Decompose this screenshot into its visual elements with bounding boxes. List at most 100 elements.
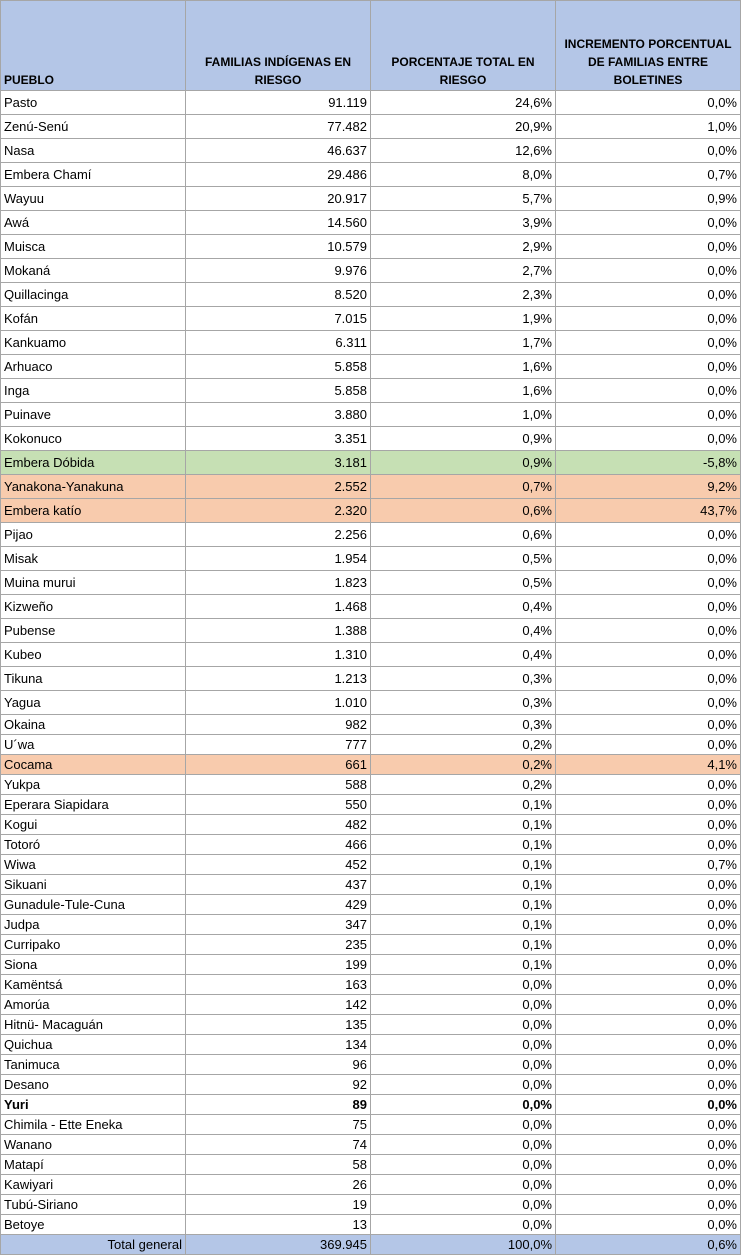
cell-porcentaje: 1,6% <box>370 378 556 403</box>
cell-pueblo: Sikuani <box>0 874 186 895</box>
cell-incremento: 0,0% <box>555 1034 741 1055</box>
cell-familias: 8.520 <box>185 282 371 307</box>
cell-familias: 26 <box>185 1174 371 1195</box>
cell-pueblo: Kawiyari <box>0 1174 186 1195</box>
cell-incremento: 4,1% <box>555 754 741 775</box>
cell-incremento: 0,0% <box>555 378 741 403</box>
cell-porcentaje: 0,1% <box>370 814 556 835</box>
cell-porcentaje: 0,0% <box>370 1154 556 1175</box>
table-row: Wayuu 20.917 5,7% 0,9% <box>0 186 741 211</box>
cell-pueblo: Okaina <box>0 714 186 735</box>
cell-porcentaje: 2,7% <box>370 258 556 283</box>
table-row: Embera Dóbida 3.181 0,9% -5,8% <box>0 450 741 475</box>
cell-incremento: 0,0% <box>555 794 741 815</box>
cell-pueblo: Tikuna <box>0 666 186 691</box>
cell-porcentaje: 0,1% <box>370 794 556 815</box>
cell-pueblo: Amorúa <box>0 994 186 1015</box>
cell-familias: 14.560 <box>185 210 371 235</box>
table-row: Mokaná 9.976 2,7% 0,0% <box>0 258 741 283</box>
table-row: Eperara Siapidara 550 0,1% 0,0% <box>0 794 741 815</box>
cell-incremento: 0,0% <box>555 1094 741 1115</box>
cell-porcentaje: 0,5% <box>370 570 556 595</box>
table-row: Yanakona-Yanakuna 2.552 0,7% 9,2% <box>0 474 741 499</box>
cell-pueblo: U´wa <box>0 734 186 755</box>
cell-porcentaje: 0,1% <box>370 834 556 855</box>
cell-incremento: 0,0% <box>555 330 741 355</box>
table-row: Pasto 91.119 24,6% 0,0% <box>0 90 741 115</box>
cell-incremento: 0,0% <box>555 618 741 643</box>
table-row: Desano 92 0,0% 0,0% <box>0 1074 741 1095</box>
table-row: Tikuna 1.213 0,3% 0,0% <box>0 666 741 691</box>
cell-porcentaje: 0,0% <box>370 1194 556 1215</box>
cell-familias: 452 <box>185 854 371 875</box>
cell-porcentaje: 0,4% <box>370 594 556 619</box>
cell-incremento: 0,0% <box>555 1154 741 1175</box>
header-porcentaje: PORCENTAJE TOTAL EN RIESGO <box>370 0 556 91</box>
cell-porcentaje: 0,4% <box>370 618 556 643</box>
cell-incremento: 0,0% <box>555 1054 741 1075</box>
table-row: Embera katío 2.320 0,6% 43,7% <box>0 498 741 523</box>
table-row: Muisca 10.579 2,9% 0,0% <box>0 234 741 259</box>
table-row: Curripako 235 0,1% 0,0% <box>0 934 741 955</box>
cell-familias: 982 <box>185 714 371 735</box>
cell-pueblo: Curripako <box>0 934 186 955</box>
cell-incremento: 0,0% <box>555 354 741 379</box>
cell-incremento: 0,0% <box>555 570 741 595</box>
cell-familias: 5.858 <box>185 378 371 403</box>
cell-pueblo: Muisca <box>0 234 186 259</box>
cell-pueblo: Gunadule-Tule-Cuna <box>0 894 186 915</box>
cell-porcentaje: 0,5% <box>370 546 556 571</box>
cell-familias: 3.351 <box>185 426 371 451</box>
cell-porcentaje: 0,1% <box>370 954 556 975</box>
cell-incremento: 0,0% <box>555 402 741 427</box>
table-row: Kokonuco 3.351 0,9% 0,0% <box>0 426 741 451</box>
table-row: Hitnü- Macaguán 135 0,0% 0,0% <box>0 1014 741 1035</box>
cell-incremento: 0,0% <box>555 814 741 835</box>
cell-familias: 661 <box>185 754 371 775</box>
cell-porcentaje: 0,0% <box>370 1034 556 1055</box>
cell-porcentaje: 0,2% <box>370 754 556 775</box>
cell-familias: 91.119 <box>185 90 371 115</box>
cell-familias: 1.954 <box>185 546 371 571</box>
cell-incremento: 0,0% <box>555 522 741 547</box>
cell-pueblo: Yukpa <box>0 774 186 795</box>
cell-porcentaje: 8,0% <box>370 162 556 187</box>
cell-familias: 96 <box>185 1054 371 1075</box>
cell-familias: 466 <box>185 834 371 855</box>
cell-familias: 46.637 <box>185 138 371 163</box>
table-row: Zenú-Senú 77.482 20,9% 1,0% <box>0 114 741 139</box>
cell-pueblo: Yanakona-Yanakuna <box>0 474 186 499</box>
cell-familias: 75 <box>185 1114 371 1135</box>
table-row: Puinave 3.880 1,0% 0,0% <box>0 402 741 427</box>
cell-porcentaje: 1,0% <box>370 402 556 427</box>
table-row: Kizweño 1.468 0,4% 0,0% <box>0 594 741 619</box>
cell-incremento: 0,0% <box>555 734 741 755</box>
cell-incremento: 0,0% <box>555 1114 741 1135</box>
cell-incremento: 0,0% <box>555 594 741 619</box>
cell-pueblo: Matapí <box>0 1154 186 1175</box>
cell-familias: 235 <box>185 934 371 955</box>
table-row: Totoró 466 0,1% 0,0% <box>0 834 741 855</box>
cell-incremento: 0,0% <box>555 138 741 163</box>
cell-incremento: 43,7% <box>555 498 741 523</box>
cell-pueblo: Muina murui <box>0 570 186 595</box>
cell-incremento: 0,7% <box>555 854 741 875</box>
cell-incremento: 0,0% <box>555 894 741 915</box>
cell-porcentaje: 2,3% <box>370 282 556 307</box>
table-row: Yagua 1.010 0,3% 0,0% <box>0 690 741 715</box>
cell-pueblo: Kokonuco <box>0 426 186 451</box>
cell-pueblo: Yuri <box>0 1094 186 1115</box>
total-incremento: 0,6% <box>555 1234 741 1255</box>
cell-pueblo: Kankuamo <box>0 330 186 355</box>
cell-pueblo: Quillacinga <box>0 282 186 307</box>
cell-incremento: 0,0% <box>555 1014 741 1035</box>
table-row: Misak 1.954 0,5% 0,0% <box>0 546 741 571</box>
cell-incremento: 0,0% <box>555 282 741 307</box>
cell-pueblo: Yagua <box>0 690 186 715</box>
cell-porcentaje: 24,6% <box>370 90 556 115</box>
cell-pueblo: Embera katío <box>0 498 186 523</box>
cell-porcentaje: 0,0% <box>370 1074 556 1095</box>
cell-porcentaje: 12,6% <box>370 138 556 163</box>
cell-familias: 1.468 <box>185 594 371 619</box>
